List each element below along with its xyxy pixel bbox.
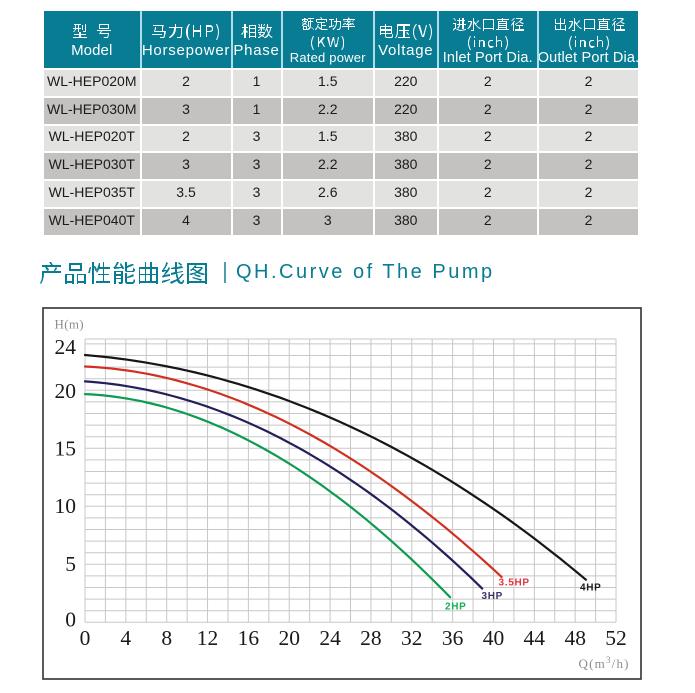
svg-text:40: 40 <box>483 626 505 650</box>
svg-text:20: 20 <box>55 379 77 403</box>
svg-text:24: 24 <box>319 626 341 650</box>
svg-text:24: 24 <box>55 335 77 359</box>
svg-text:5: 5 <box>65 552 76 576</box>
svg-text:0: 0 <box>80 626 91 650</box>
svg-text:4HP: 4HP <box>580 583 602 594</box>
svg-text:12: 12 <box>197 626 219 650</box>
svg-text:0: 0 <box>65 608 76 632</box>
svg-text:2HP: 2HP <box>445 602 467 613</box>
svg-text:3HP: 3HP <box>482 591 504 602</box>
svg-text:8: 8 <box>161 626 172 650</box>
svg-text:4: 4 <box>120 626 131 650</box>
svg-text:48: 48 <box>564 626 586 650</box>
svg-text:52: 52 <box>605 626 627 650</box>
svg-text:32: 32 <box>401 626 423 650</box>
svg-text:15: 15 <box>55 436 77 460</box>
svg-text:28: 28 <box>360 626 382 650</box>
svg-text:16: 16 <box>238 626 260 650</box>
svg-text:36: 36 <box>442 626 464 650</box>
svg-text:Q(m3/h): Q(m3/h) <box>579 655 630 671</box>
svg-text:44: 44 <box>524 626 546 650</box>
svg-text:H(m): H(m) <box>55 317 84 332</box>
svg-text:10: 10 <box>55 494 77 518</box>
svg-text:3.5HP: 3.5HP <box>499 578 530 589</box>
svg-text:20: 20 <box>278 626 300 650</box>
